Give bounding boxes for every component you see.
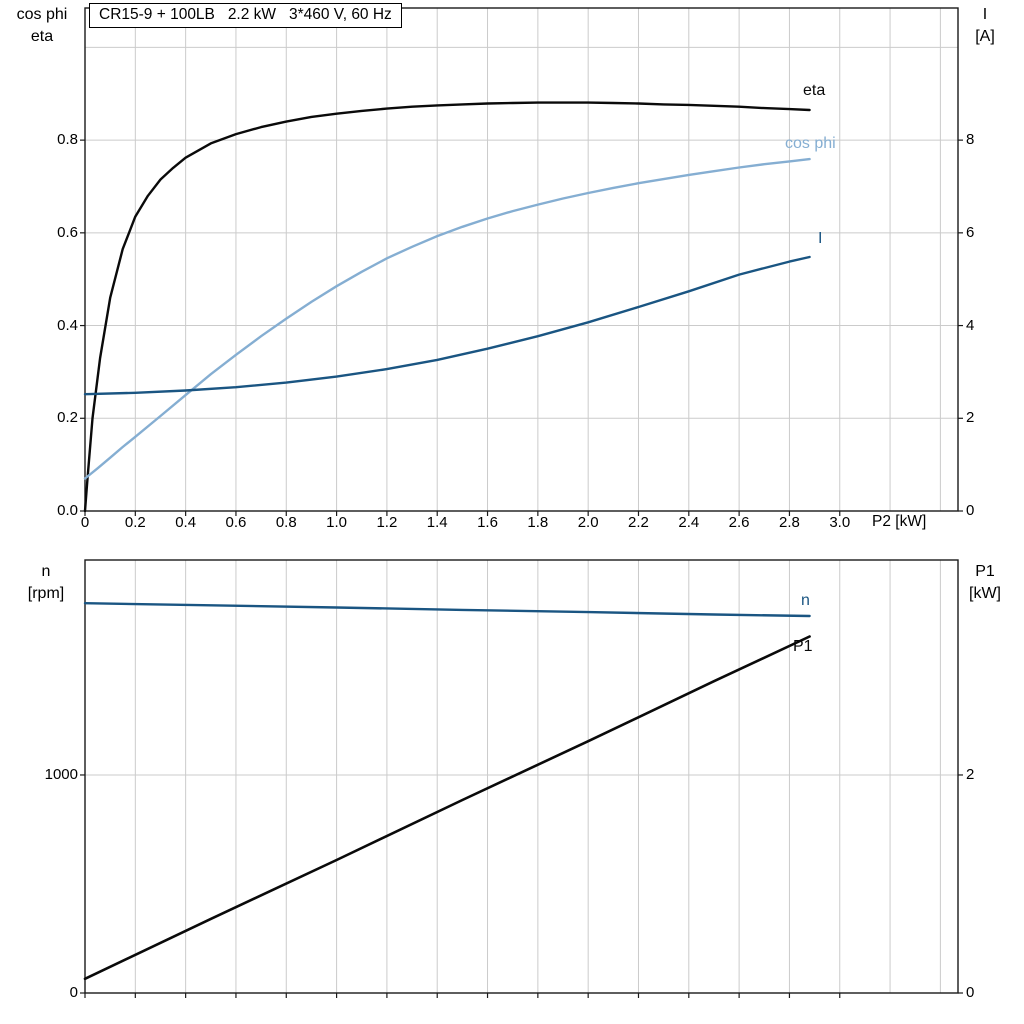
- motor-efficiency-chart: [80, 7, 963, 516]
- curve-eta: [83, 101, 811, 513]
- curve-power-in: [83, 635, 811, 981]
- motor-efficiency-chart-frame: [84, 7, 959, 512]
- curve-current: [83, 255, 811, 396]
- curve-speed: [83, 602, 811, 618]
- motor-speed-power-chart: [80, 559, 963, 998]
- curve-cos-phi: [83, 157, 811, 480]
- motor-speed-power-chart-frame: [84, 559, 959, 994]
